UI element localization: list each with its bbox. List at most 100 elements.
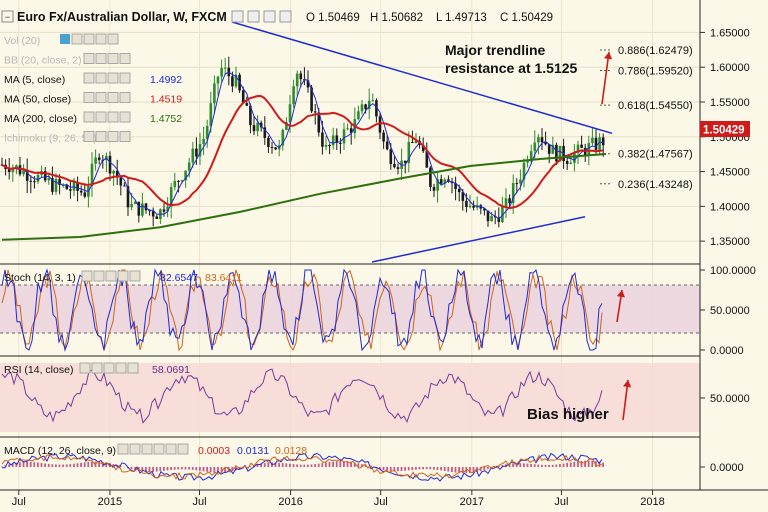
candle-body [371, 100, 375, 102]
control-icon [71, 33, 83, 45]
macd-bar [602, 462, 604, 467]
control-icon [83, 53, 95, 64]
candle-body [94, 157, 97, 164]
control-icon [83, 131, 95, 142]
macd-bar [501, 465, 504, 467]
macd-bar [321, 463, 324, 467]
macd-bar [73, 463, 75, 467]
collapse-icon[interactable] [1, 10, 14, 23]
macd-bar [22, 462, 25, 467]
control-icon [119, 131, 131, 142]
indicator-value: 1.4752 [150, 113, 182, 125]
ohlc-open: O 1.50469 [306, 12, 360, 24]
fib-label: 0.236(1.43248) [618, 179, 693, 191]
control-icon [81, 270, 93, 282]
x-tick-label: 2016 [278, 496, 302, 508]
candle-body [555, 144, 558, 162]
fib-label: 0.382(1.47567) [618, 149, 693, 161]
candle-body [403, 160, 407, 163]
x-tick-label: Jul [12, 496, 26, 508]
control-icon [119, 53, 131, 64]
candle-body [490, 215, 493, 222]
price-arrow [601, 51, 610, 105]
plus-icon[interactable] [263, 10, 276, 23]
macd-bar [256, 464, 259, 467]
macd-bar [447, 467, 450, 472]
candle-body [249, 105, 252, 126]
macd-bar [155, 467, 158, 472]
macd-bar [289, 463, 291, 467]
macd-bar [361, 464, 363, 467]
candle-body [522, 162, 526, 180]
candle-body [54, 179, 58, 192]
y-tick-label: 50.0000 [710, 393, 750, 405]
macd-bar [40, 463, 43, 467]
candle-body [443, 179, 447, 184]
stoch-legend: Stoch (14, 3, 1) 82.6547 83.6411 [4, 270, 242, 284]
candle-body [389, 149, 393, 164]
indicator-label: MA (5, close) [4, 74, 65, 86]
x-tick-label: 2015 [98, 496, 122, 508]
x-tick-label: 2018 [640, 496, 664, 508]
y-tick-label: 100.0000 [710, 265, 756, 277]
candle-body [313, 111, 317, 113]
candle-body [515, 183, 519, 185]
candle-body [25, 170, 29, 181]
macd-bar [55, 464, 57, 467]
macd-bar [512, 463, 514, 467]
candle-body [328, 145, 331, 147]
macd-bar [584, 460, 586, 467]
candle-body [486, 210, 490, 222]
candle-body [220, 67, 223, 77]
settings-icon[interactable] [231, 10, 244, 23]
control-icon [117, 443, 129, 455]
candle-body [36, 174, 40, 182]
candle-body [151, 211, 155, 217]
candle-body [166, 206, 169, 212]
macd-bar [199, 467, 201, 471]
macd-bar [307, 464, 309, 467]
y-tick-label: 50.0000 [710, 305, 750, 317]
control-icon [107, 111, 119, 123]
candle-body [133, 201, 137, 204]
candle-body [295, 73, 299, 87]
candle-body [47, 178, 51, 181]
candle-body [11, 167, 15, 173]
rsi-legend: RSI (14, close) 58.0691 [4, 362, 190, 376]
candle-body [76, 182, 79, 191]
ma200-line [1, 153, 607, 241]
macd-bar [332, 461, 334, 467]
macd-bar [451, 467, 453, 473]
y-tick-label: 1.55000 [710, 97, 750, 109]
candle-body [29, 180, 33, 182]
control-icon [107, 92, 119, 103]
candle-body [324, 145, 328, 147]
bias-annotation: Bias higher [527, 406, 609, 423]
candle-body [241, 90, 245, 104]
macd-icons [117, 443, 189, 455]
candle-body [285, 122, 288, 130]
candle-body [393, 163, 396, 168]
candle-body [367, 100, 371, 110]
macd-bar [130, 467, 133, 470]
macd-bar [224, 467, 226, 473]
control-icon [129, 270, 141, 282]
indicator-value: 1.4992 [150, 74, 182, 86]
candle-body [141, 203, 144, 216]
candle-body [544, 142, 547, 145]
gear-icon[interactable] [247, 10, 260, 23]
rsi-line [1, 368, 603, 424]
macd-signal-line [1, 454, 603, 480]
macd-title: MACD (12, 26, close, 9) [4, 445, 116, 457]
candle-body [375, 100, 378, 117]
macd-bar [220, 467, 223, 473]
control-icon [95, 33, 107, 45]
candle-body [465, 200, 468, 207]
macd-bar [389, 467, 392, 471]
macd-bar [472, 467, 475, 473]
macd-bar [202, 467, 205, 472]
macd-bar [249, 466, 252, 467]
close-icon[interactable] [279, 10, 292, 23]
candle-body [501, 206, 504, 223]
macd-bar [411, 467, 414, 470]
